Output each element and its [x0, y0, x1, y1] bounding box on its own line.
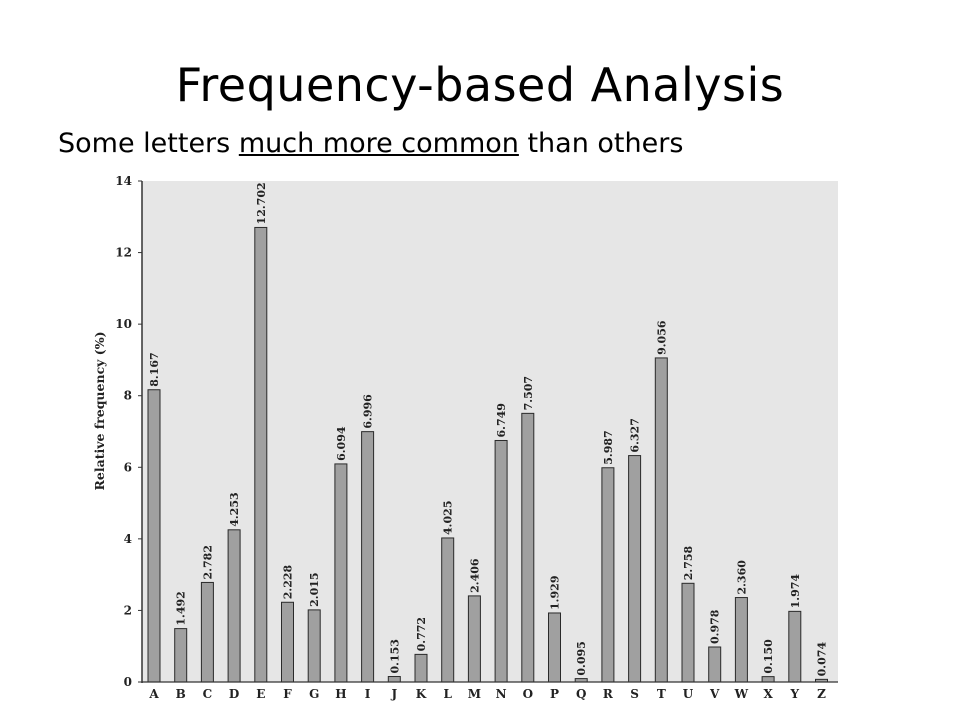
- value-label: 2.406: [468, 558, 481, 593]
- x-tick-label: X: [763, 687, 773, 701]
- value-label: 6.996: [362, 394, 375, 429]
- bar-r: [601, 467, 615, 683]
- value-label: 6.327: [629, 418, 642, 452]
- value-label: 0.978: [709, 609, 722, 644]
- x-tick-label: K: [416, 687, 427, 701]
- bar-j: [387, 676, 401, 683]
- y-axis-label: Relative frequency (%): [92, 332, 107, 491]
- value-label: 2.758: [682, 546, 695, 581]
- bar-o: [521, 412, 535, 683]
- value-label: 4.025: [442, 501, 455, 535]
- x-tick-label: A: [148, 687, 159, 701]
- bar-k: [414, 653, 428, 683]
- bars-layer: 8.167 1.492 2.782 4.253 12.702 2.228 2.015 6.09…: [147, 182, 829, 683]
- y-tick-label: 4: [124, 532, 132, 546]
- x-tick-label: I: [365, 687, 371, 701]
- bar-s: [628, 455, 642, 683]
- x-tick-label: L: [443, 687, 452, 701]
- x-tick-label: H: [335, 687, 346, 701]
- x-tick-label: P: [550, 687, 559, 701]
- bar-n: [494, 439, 508, 683]
- y-tick-label: 6: [124, 460, 132, 474]
- x-tick-label: C: [203, 687, 213, 701]
- x-tick-label: Z: [817, 687, 826, 701]
- x-tick-label: G: [309, 687, 319, 701]
- bar-e: [254, 226, 268, 683]
- bar-a: [147, 389, 161, 683]
- value-label: 1.492: [175, 591, 188, 625]
- bar-d: [227, 529, 241, 683]
- y-tick-label: 0: [124, 675, 132, 689]
- value-label: 6.094: [335, 426, 348, 461]
- x-tick-label: J: [390, 687, 397, 701]
- bar-u: [681, 582, 695, 683]
- x-tick-label: R: [603, 687, 614, 701]
- x-tick-label: W: [734, 687, 749, 701]
- bar-h: [334, 463, 348, 683]
- value-label: 2.228: [282, 564, 295, 599]
- value-label: 1.974: [789, 574, 802, 609]
- slide-title: Frequency-based Analysis: [175, 58, 785, 112]
- y-tick-label: 8: [124, 389, 132, 403]
- value-label: 0.074: [816, 642, 829, 677]
- x-tick-label: Y: [790, 687, 800, 701]
- x-tick-label: M: [468, 687, 481, 701]
- x-tick-label: O: [523, 687, 533, 701]
- x-tick-label: U: [683, 687, 694, 701]
- value-label: 8.167: [148, 352, 161, 386]
- slide-subtitle: Some letters much more common than other…: [58, 128, 683, 159]
- y-tick-label: 12: [115, 246, 132, 260]
- bar-v: [708, 646, 722, 683]
- y-tick-label: 2: [124, 603, 132, 617]
- value-label: 6.749: [495, 403, 508, 437]
- subtitle-text-after: than others: [518, 128, 684, 159]
- x-tick-label: B: [176, 687, 186, 701]
- x-tick-label: S: [630, 687, 639, 701]
- value-label: 2.015: [308, 572, 321, 606]
- x-tick-label: F: [283, 687, 292, 701]
- value-label: 0.095: [575, 641, 588, 675]
- y-tick-label: 10: [115, 317, 132, 331]
- value-label: 2.360: [735, 560, 748, 595]
- value-label: 12.702: [255, 182, 268, 224]
- bar-i: [361, 431, 375, 683]
- subtitle-text-underlined: much more common: [238, 128, 519, 159]
- value-label: 4.253: [228, 492, 241, 526]
- axis-layer: 0 2 4 6 8 10 12 14 A B C D E F G H I J K L M N O P Q R S T U V W X Y Z: [115, 174, 838, 701]
- x-tick-label: N: [496, 687, 507, 701]
- value-label: 0.772: [415, 617, 428, 651]
- value-label: 0.150: [762, 639, 775, 674]
- bar-w: [734, 597, 748, 683]
- bar-m: [467, 595, 481, 683]
- x-tick-label: T: [657, 687, 666, 701]
- x-tick-label: Q: [576, 687, 586, 701]
- value-label: 5.987: [602, 430, 615, 464]
- bar-f: [281, 601, 294, 683]
- x-tick-label: E: [256, 687, 265, 701]
- bar-t: [654, 357, 668, 683]
- bar-p: [548, 612, 561, 683]
- value-label: 9.056: [655, 320, 668, 355]
- value-label: 7.507: [522, 376, 535, 410]
- bar-b: [174, 628, 188, 683]
- bar-y: [788, 610, 802, 683]
- subtitle-text-before: Some letters: [58, 128, 239, 159]
- x-tick-label: V: [709, 687, 720, 701]
- x-tick-label: D: [229, 687, 239, 701]
- bar-g: [307, 609, 321, 683]
- bar-l: [441, 537, 455, 683]
- value-label: 0.153: [388, 639, 401, 673]
- plot-background: [142, 181, 838, 682]
- value-label: 2.782: [201, 545, 214, 579]
- value-label: 1.929: [549, 576, 562, 610]
- bar-x: [761, 676, 775, 683]
- y-tick-label: 14: [115, 174, 132, 188]
- bar-c: [200, 581, 214, 683]
